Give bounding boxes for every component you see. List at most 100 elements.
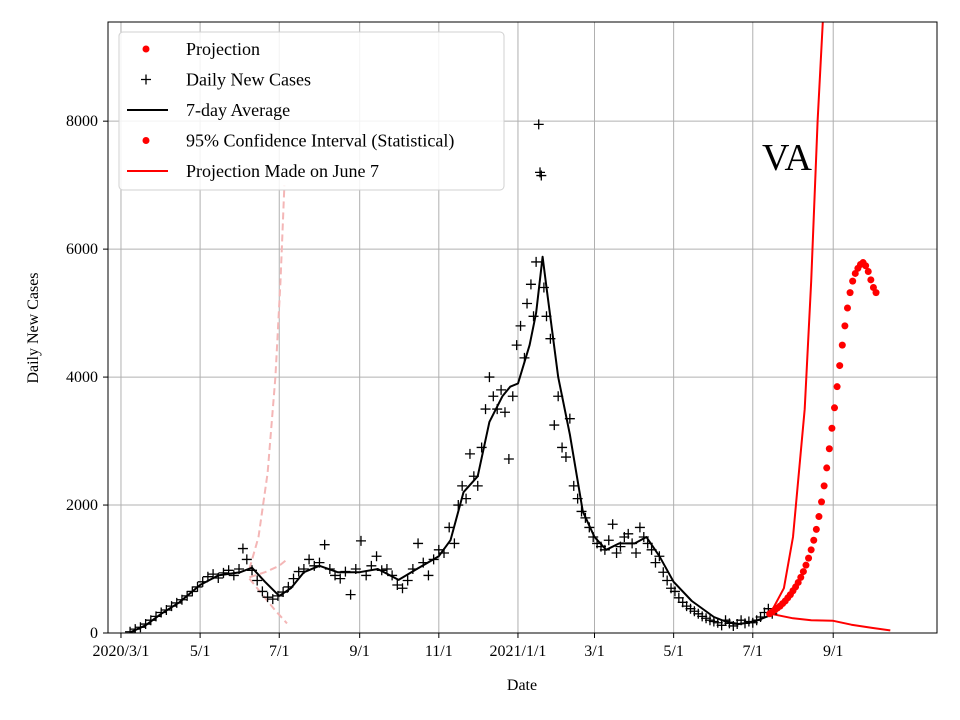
daily-case-point (145, 615, 156, 626)
x-tick-label: 5/1 (190, 643, 210, 660)
daily-case-point (634, 522, 645, 533)
daily-case-point (309, 560, 320, 571)
daily-case-point (324, 564, 335, 575)
daily-case-point (461, 493, 472, 504)
daily-case-point (496, 384, 507, 395)
daily-case-point (283, 581, 294, 592)
projection-point (799, 568, 807, 576)
daily-case-point (488, 391, 499, 402)
daily-case-point (361, 570, 372, 581)
daily-case-point (192, 581, 203, 592)
daily-case-point (376, 565, 387, 576)
daily-case-point (650, 557, 661, 568)
daily-case-point (536, 170, 547, 181)
daily-case-point (140, 619, 151, 630)
daily-case-point (418, 557, 429, 568)
daily-case-point (381, 564, 392, 575)
projection-point (867, 276, 875, 284)
series-line-ci_lower (770, 612, 891, 632)
daily-case-point (638, 532, 649, 543)
daily-case-point (533, 119, 544, 130)
daily-case-point (161, 604, 172, 615)
daily-case-point (580, 512, 591, 523)
daily-case-point (267, 594, 278, 605)
daily-case-point (387, 570, 398, 581)
projection-point (810, 536, 818, 544)
daily-case-point (439, 548, 450, 559)
daily-case-point (218, 567, 229, 578)
daily-case-point (304, 554, 315, 565)
projection-point (820, 482, 828, 490)
projection-point (802, 561, 810, 569)
daily-case-point (476, 442, 487, 453)
daily-case-point (402, 575, 413, 586)
legend-label: 7-day Average (186, 100, 290, 120)
daily-case-point (716, 620, 727, 631)
daily-case-point (366, 560, 377, 571)
daily-case-point (247, 565, 258, 576)
x-tick-label: 9/1 (349, 643, 369, 660)
daily-case-point (298, 564, 309, 575)
projection-point (825, 445, 833, 453)
daily-case-point (345, 589, 356, 600)
daily-case-point (371, 551, 382, 562)
projection-point (838, 341, 846, 349)
daily-case-point (588, 532, 599, 543)
series-line-ci_upper (770, 22, 824, 613)
projection-point (805, 554, 813, 562)
daily-case-point (607, 519, 618, 530)
daily-case-point (130, 624, 141, 633)
legend-marker-plus (141, 74, 151, 85)
daily-case-point (187, 586, 198, 597)
daily-case-point (545, 333, 556, 344)
daily-case-point (252, 575, 263, 586)
daily-case-point (522, 298, 533, 309)
y-axis-ticks: 0 2000 4000 6000 8000 (66, 113, 108, 642)
daily-case-point (564, 413, 575, 424)
daily-case-point (319, 539, 330, 550)
projection-point (849, 277, 857, 285)
projection-point (846, 289, 854, 297)
projection-point (818, 498, 826, 506)
daily-case-point (515, 320, 526, 331)
series-line-old_projection_middle (249, 558, 288, 579)
x-tick-label: 2020/3/1 (93, 643, 150, 660)
x-tick-label: 9/1 (823, 643, 843, 660)
daily-case-point (627, 538, 638, 549)
projection-point (797, 573, 805, 581)
daily-case-point (576, 506, 587, 517)
daily-case-point (511, 340, 522, 351)
daily-case-point (197, 576, 208, 587)
daily-case-point (531, 256, 542, 267)
x-axis-ticks: 2020/3/1 5/1 7/1 9/1 11/1 2021/1/1 3/1 5/1 7/1 9/… (93, 633, 843, 660)
projection-point (828, 424, 836, 432)
daily-case-point (560, 452, 571, 463)
legend-box (118, 31, 505, 191)
daily-case-point (262, 592, 273, 603)
daily-case-point (171, 597, 182, 608)
daily-case-point (428, 554, 439, 565)
y-axis-label: Daily New Cases (25, 272, 42, 383)
daily-case-point (330, 570, 341, 581)
projection-point (807, 546, 815, 554)
daily-case-point (499, 407, 510, 418)
daily-case-point (584, 522, 595, 533)
old-projection-lines (248, 185, 288, 625)
daily-case-point (213, 572, 224, 583)
daily-case-point (208, 569, 219, 580)
daily-case-point (492, 404, 503, 415)
legend-marker-dot (142, 45, 150, 53)
daily-case-point (507, 391, 518, 402)
daily-case-point (350, 564, 361, 575)
projection-point (864, 268, 872, 276)
x-tick-label: 11/1 (425, 643, 453, 660)
daily-case-point (355, 535, 366, 546)
y-tick-label: 4000 (66, 369, 98, 386)
projection-point (823, 464, 831, 472)
daily-case-point (525, 279, 536, 290)
daily-case-point (272, 590, 283, 601)
daily-case-point (503, 453, 514, 464)
daily-case-point (182, 590, 193, 601)
daily-case-point (654, 551, 665, 562)
